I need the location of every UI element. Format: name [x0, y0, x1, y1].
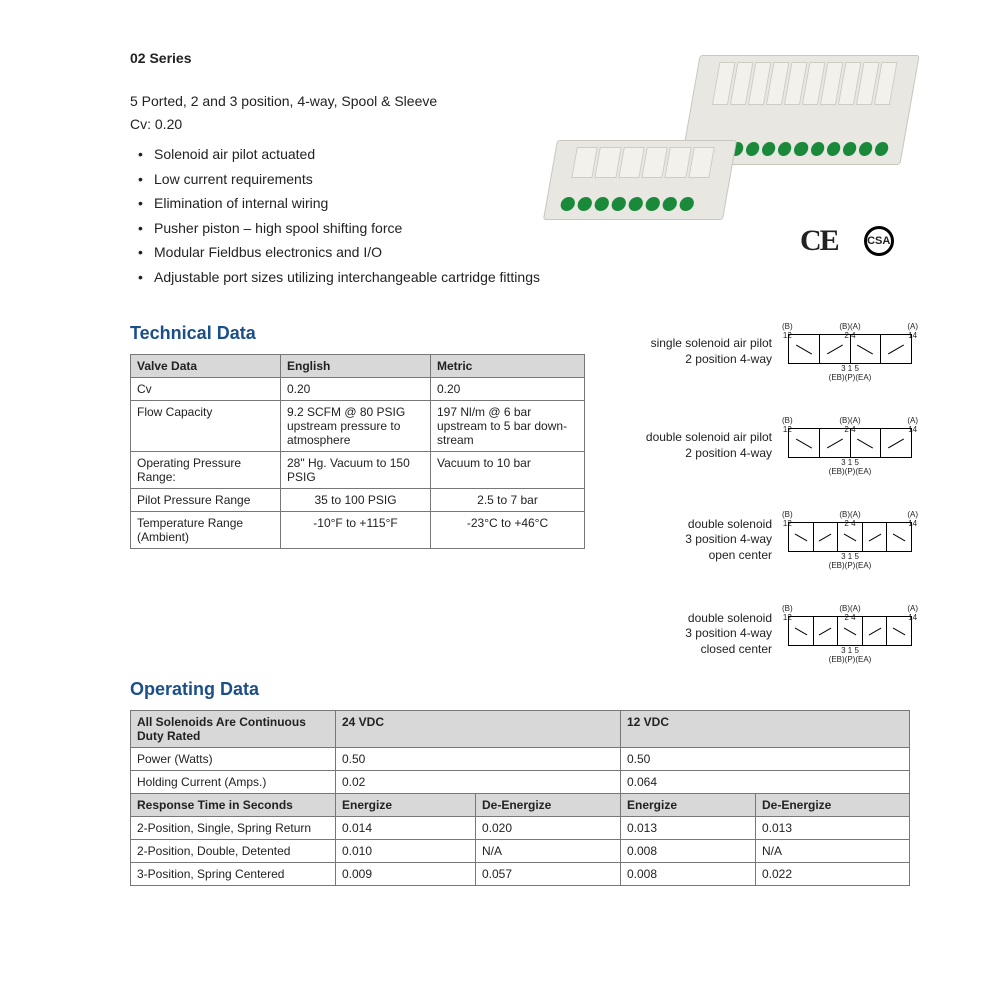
table-row: Holding Current (Amps.) 0.02 0.064: [131, 771, 910, 794]
schematic-label: single solenoid air pilot2 position 4-wa…: [622, 336, 772, 367]
table-row: Pilot Pressure Range 35 to 100 PSIG 2.5 …: [131, 489, 585, 512]
cell: Holding Current (Amps.): [131, 771, 336, 794]
cell: 0.50: [336, 748, 621, 771]
cell: 0.20: [431, 378, 585, 401]
cell: Cv: [131, 378, 281, 401]
cell: 0.50: [621, 748, 910, 771]
schematic-label: double solenoid air pilot2 position 4-wa…: [622, 430, 772, 461]
cell: 0.020: [476, 817, 621, 840]
cell: 0.022: [756, 863, 910, 886]
cell: Power (Watts): [131, 748, 336, 771]
cell: -10°F to +115°F: [281, 512, 431, 549]
cell: Pilot Pressure Range: [131, 489, 281, 512]
tech-col-english: English: [281, 355, 431, 378]
pneumatic-symbol-icon: (B)12(B)(A)2 4(A)143 1 5(EB)(P)(EA): [780, 510, 920, 570]
cell: 2-Position, Double, Detented: [131, 840, 336, 863]
table-row: Flow Capacity 9.2 SCFM @ 80 PSIG upstrea…: [131, 401, 585, 452]
cell: 35 to 100 PSIG: [281, 489, 431, 512]
cell: 0.057: [476, 863, 621, 886]
cell: Flow Capacity: [131, 401, 281, 452]
cell: Temperature Range (Ambient): [131, 512, 281, 549]
cell: 0.20: [281, 378, 431, 401]
cell: Vacuum to 10 bar: [431, 452, 585, 489]
cell: 0.013: [621, 817, 756, 840]
cell: 0.02: [336, 771, 621, 794]
table-row: 2-Position, Double, Detented 0.010 N/A 0…: [131, 840, 910, 863]
schematic-row: double solenoid3 position 4-wayclosed ce…: [610, 600, 920, 668]
pneumatic-symbol-icon: (B)12(B)(A)2 4(A)143 1 5(EB)(P)(EA): [780, 322, 920, 382]
op-col-24vdc: 24 VDC: [336, 711, 621, 748]
cell: 197 Nl/m @ 6 bar upstream to 5 bar down-…: [431, 401, 585, 452]
cell: 2-Position, Single, Spring Return: [131, 817, 336, 840]
schematic-row: double solenoid3 position 4-wayopen cent…: [610, 506, 920, 574]
cell: 3-Position, Spring Centered: [131, 863, 336, 886]
tech-col-valve-data: Valve Data: [131, 355, 281, 378]
feature-item: Adjustable port sizes utilizing intercha…: [142, 265, 920, 290]
cell: 0.008: [621, 840, 756, 863]
op-sub-response: Response Time in Seconds: [131, 794, 336, 817]
cell: 0.009: [336, 863, 476, 886]
certification-marks: CE CSA: [800, 224, 894, 258]
table-row: Operating Pressure Range: 28" Hg. Vacuum…: [131, 452, 585, 489]
technical-data-table: Valve Data English Metric Cv 0.20 0.20 F…: [130, 354, 585, 549]
cell: 28" Hg. Vacuum to 150 PSIG: [281, 452, 431, 489]
cell: 2.5 to 7 bar: [431, 489, 585, 512]
cell: N/A: [476, 840, 621, 863]
op-sub-deenergize: De-Energize: [476, 794, 621, 817]
table-row: Power (Watts) 0.50 0.50: [131, 748, 910, 771]
cell: 0.013: [756, 817, 910, 840]
cell: 0.064: [621, 771, 910, 794]
ce-mark-icon: CE: [800, 224, 838, 258]
schematic-list: single solenoid air pilot2 position 4-wa…: [610, 318, 920, 694]
cell: -23°C to +46°C: [431, 512, 585, 549]
cell: N/A: [756, 840, 910, 863]
cell: 0.010: [336, 840, 476, 863]
op-sub-deenergize-12: De-Energize: [756, 794, 910, 817]
table-row: 3-Position, Spring Centered 0.009 0.057 …: [131, 863, 910, 886]
csa-mark-icon: CSA: [864, 226, 894, 256]
op-col-label: All Solenoids Are Continuous Duty Rated: [131, 711, 336, 748]
table-row: 2-Position, Single, Spring Return 0.014 …: [131, 817, 910, 840]
op-sub-energize-12: Energize: [621, 794, 756, 817]
op-sub-energize: Energize: [336, 794, 476, 817]
schematic-label: double solenoid3 position 4-wayclosed ce…: [622, 611, 772, 658]
cell: 0.014: [336, 817, 476, 840]
schematic-row: double solenoid air pilot2 position 4-wa…: [610, 412, 920, 480]
product-image: [540, 50, 920, 235]
table-row: Temperature Range (Ambient) -10°F to +11…: [131, 512, 585, 549]
table-row: Cv 0.20 0.20: [131, 378, 585, 401]
cell: Operating Pressure Range:: [131, 452, 281, 489]
schematic-label: double solenoid3 position 4-wayopen cent…: [622, 517, 772, 564]
pneumatic-symbol-icon: (B)12(B)(A)2 4(A)143 1 5(EB)(P)(EA): [780, 416, 920, 476]
operating-data-table: All Solenoids Are Continuous Duty Rated …: [130, 710, 910, 886]
cell: 0.008: [621, 863, 756, 886]
schematic-row: single solenoid air pilot2 position 4-wa…: [610, 318, 920, 386]
op-col-12vdc: 12 VDC: [621, 711, 910, 748]
cell: 9.2 SCFM @ 80 PSIG upstream pressure to …: [281, 401, 431, 452]
pneumatic-symbol-icon: (B)12(B)(A)2 4(A)143 1 5(EB)(P)(EA): [780, 604, 920, 664]
tech-col-metric: Metric: [431, 355, 585, 378]
